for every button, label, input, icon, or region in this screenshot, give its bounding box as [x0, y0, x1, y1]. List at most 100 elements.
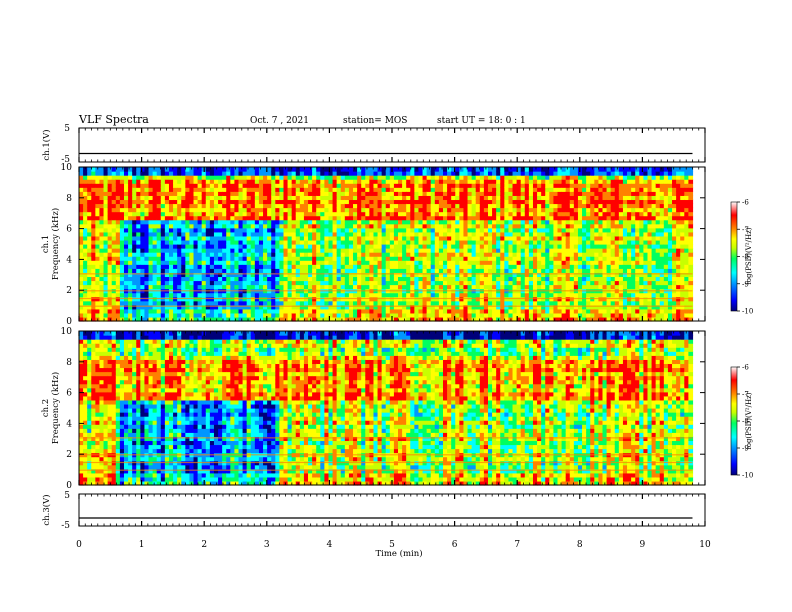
spectrogram-cell [230, 272, 236, 278]
spectrogram-cell [598, 292, 604, 298]
spectrogram-cell [557, 219, 563, 225]
spectrogram-cell [504, 276, 510, 282]
spectrogram-cell [418, 312, 424, 318]
spectrogram-cell [594, 175, 600, 180]
spectrogram-cell [275, 183, 280, 188]
spectrogram-cell [541, 268, 546, 273]
spectrogram-cell [357, 304, 362, 310]
spectrogram-cell [393, 199, 399, 205]
spectrogram-cell [443, 280, 448, 286]
spectrogram-cell [271, 256, 276, 261]
spectrogram-cell [123, 276, 129, 282]
spectrogram-cell [303, 187, 309, 192]
spectrogram-cell [238, 207, 244, 213]
spectrogram-cell [291, 264, 297, 269]
spectrogram-cell [291, 308, 297, 314]
spectrogram-cell [275, 179, 280, 184]
spectrogram-cell [606, 284, 612, 290]
spectrogram-cell [348, 256, 354, 261]
spectrogram-cell [242, 264, 248, 269]
spectrogram-cell [168, 264, 174, 269]
spectrogram-cell [332, 272, 338, 278]
spectrogram-cell [168, 219, 174, 225]
spectrogram-cell [487, 304, 493, 310]
spectrogram-cell [312, 207, 317, 213]
spectrogram-cell [156, 264, 162, 269]
spectrogram-cell [418, 292, 424, 298]
spectrogram-cell [263, 284, 268, 290]
spectrogram-cell [177, 260, 182, 265]
spectrogram-cell [213, 199, 219, 205]
spectrogram-cell [475, 215, 481, 221]
spectrogram-cell [598, 167, 604, 172]
spectrogram-cell [532, 239, 538, 245]
spectrogram-cell [267, 199, 272, 205]
spectrogram-cell [263, 312, 268, 318]
spectrogram-cell [267, 171, 272, 176]
spectrogram-cell [610, 207, 616, 213]
spectrogram-cell [434, 260, 440, 265]
spectrogram-cell [594, 235, 600, 241]
spectrogram-cell [557, 167, 563, 172]
spectrogram-cell [283, 219, 289, 225]
spectrogram-cell [369, 227, 375, 233]
spectrogram-cell [291, 195, 297, 201]
spectrogram-cell [258, 284, 264, 290]
spectrogram-cell [295, 268, 301, 273]
spectrogram-cell [164, 268, 170, 273]
spectrogram-cell [492, 252, 497, 257]
spectrogram-cell [353, 252, 358, 257]
spectrogram-cell [602, 308, 608, 314]
spectrogram-cell [438, 167, 444, 172]
spectrogram-cell [406, 235, 411, 241]
spectrogram-cell [320, 260, 325, 265]
spectrogram-cell [451, 231, 456, 237]
spectrogram-cell [160, 248, 166, 253]
spectrogram-cell [263, 264, 268, 269]
spectrogram-cell [443, 227, 448, 233]
spectrogram-cell [434, 292, 440, 298]
spectrogram-cell [602, 280, 608, 286]
spectrogram-cell [557, 239, 563, 245]
spectrogram-cell [275, 215, 280, 221]
spectrogram-cell [606, 300, 612, 306]
spectrogram-cell [303, 223, 309, 229]
spectrogram-cell [557, 268, 563, 273]
spectrogram-cell [586, 268, 591, 273]
spectrogram-cell [565, 235, 571, 241]
spectrogram-cell [467, 179, 473, 184]
spectrogram-cell [246, 304, 252, 310]
spectrogram-cell [279, 219, 285, 225]
spectrogram-cell [504, 215, 510, 221]
spectrogram-cell [271, 264, 276, 269]
spectrogram-cell [336, 292, 342, 298]
spectrogram-cell [148, 231, 154, 237]
spectrogram-cell [218, 268, 223, 273]
spectrogram-cell [168, 239, 174, 245]
spectrogram-cell [222, 207, 227, 213]
spectrogram-cell [136, 312, 141, 318]
spectrogram-cell [193, 179, 199, 184]
spectrogram-cell [402, 175, 407, 180]
spectrogram-cell [361, 207, 366, 213]
spectrogram-cell [115, 260, 121, 265]
spectrogram-cell [561, 223, 567, 229]
spectrogram-cell [83, 244, 88, 249]
spectrogram-cell [348, 223, 354, 229]
spectrogram-cell [414, 199, 420, 205]
spectrogram-cell [565, 300, 571, 306]
spectrogram-cell [537, 175, 542, 180]
spectrogram-cell [520, 175, 526, 180]
spectrogram-cell [594, 171, 600, 176]
spectrogram-cell [545, 244, 550, 249]
spectrogram-cell [414, 171, 420, 176]
spectrogram-cell [434, 316, 440, 322]
spectrogram-cell [389, 252, 395, 257]
spectrogram-cell [353, 191, 358, 196]
spectrogram-cell [357, 191, 362, 196]
spectrogram-cell [463, 179, 469, 184]
spectrogram-cell [582, 211, 587, 217]
spectrogram-cell [451, 256, 456, 261]
spectrogram-cell [340, 203, 346, 209]
spectrogram-cell [487, 227, 493, 233]
